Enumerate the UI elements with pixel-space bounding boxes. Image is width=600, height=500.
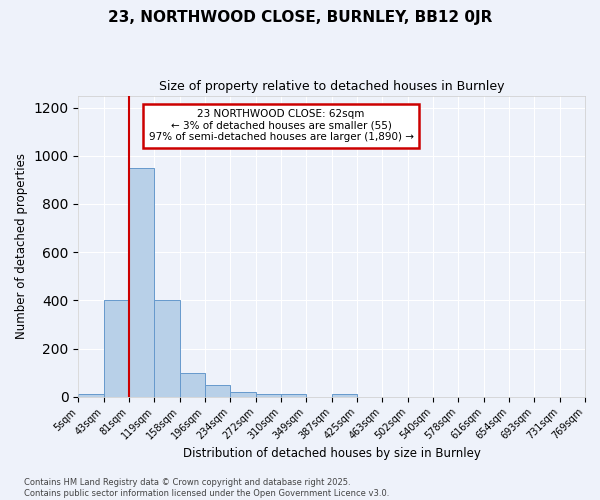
Bar: [281, 394, 307, 396]
Bar: [256, 394, 281, 396]
Bar: [79, 394, 104, 396]
Bar: [104, 300, 129, 396]
Title: Size of property relative to detached houses in Burnley: Size of property relative to detached ho…: [159, 80, 505, 93]
Bar: [129, 168, 154, 396]
Text: Contains HM Land Registry data © Crown copyright and database right 2025.
Contai: Contains HM Land Registry data © Crown c…: [24, 478, 389, 498]
Bar: [180, 372, 205, 396]
Text: 23 NORTHWOOD CLOSE: 62sqm
← 3% of detached houses are smaller (55)
97% of semi-d: 23 NORTHWOOD CLOSE: 62sqm ← 3% of detach…: [149, 109, 413, 142]
Y-axis label: Number of detached properties: Number of detached properties: [15, 153, 28, 339]
Bar: [332, 394, 357, 396]
X-axis label: Distribution of detached houses by size in Burnley: Distribution of detached houses by size …: [183, 447, 481, 460]
Bar: [230, 392, 256, 396]
Bar: [205, 384, 230, 396]
Text: 23, NORTHWOOD CLOSE, BURNLEY, BB12 0JR: 23, NORTHWOOD CLOSE, BURNLEY, BB12 0JR: [108, 10, 492, 25]
Bar: [154, 300, 180, 396]
